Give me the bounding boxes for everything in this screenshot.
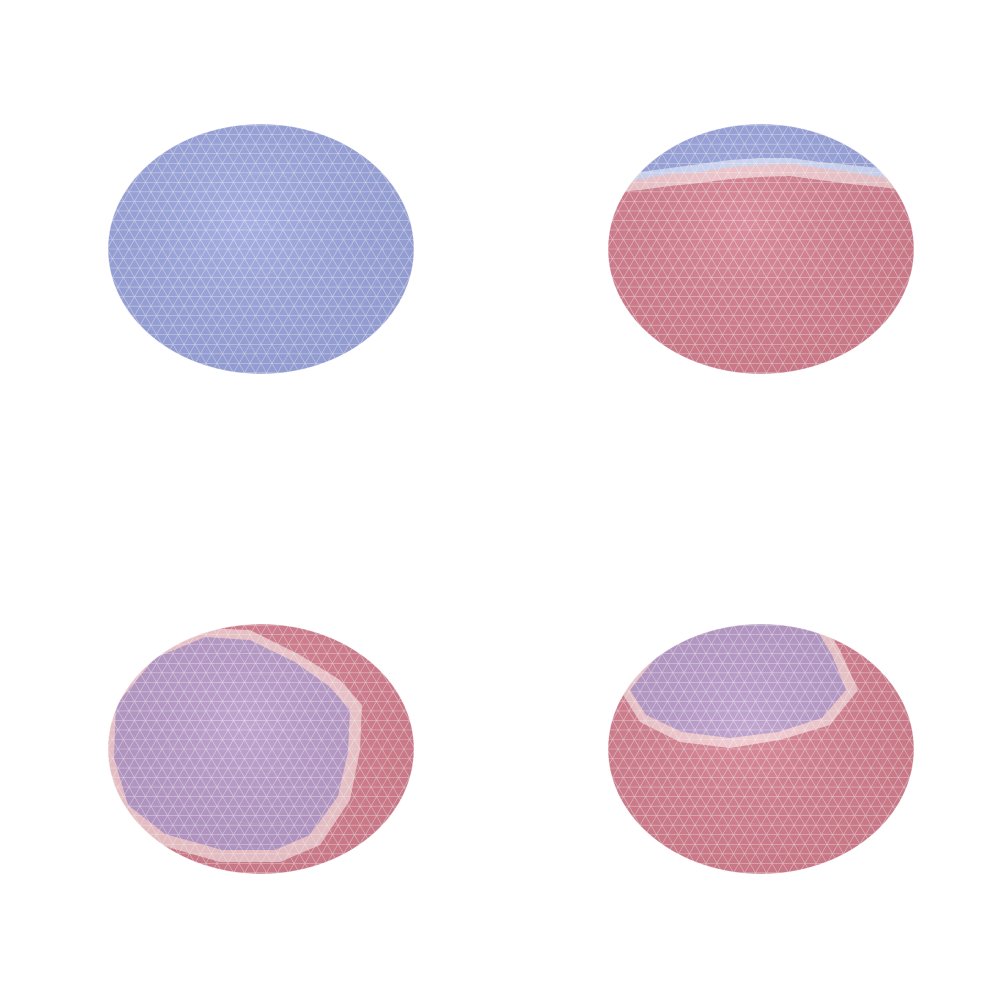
sphere-panel-top-left — [0, 0, 500, 500]
sphere-top-left — [107, 123, 415, 375]
sphere-panel-bottom-left — [0, 500, 500, 1000]
sphere-top-right — [607, 123, 915, 375]
sphere-outline — [107, 623, 415, 875]
sphere-shading — [608, 624, 914, 874]
sphere-outline — [607, 123, 915, 375]
sphere-panel-top-right — [500, 0, 1000, 500]
sphere-shading — [108, 624, 414, 874]
sphere-bottom-right — [607, 623, 915, 875]
sphere-outline — [107, 123, 415, 375]
sphere-shading — [108, 124, 414, 374]
sphere-shading — [608, 124, 914, 374]
sphere-bottom-left — [107, 623, 415, 875]
sphere-outline — [607, 623, 915, 875]
sphere-panel-bottom-right — [500, 500, 1000, 1000]
